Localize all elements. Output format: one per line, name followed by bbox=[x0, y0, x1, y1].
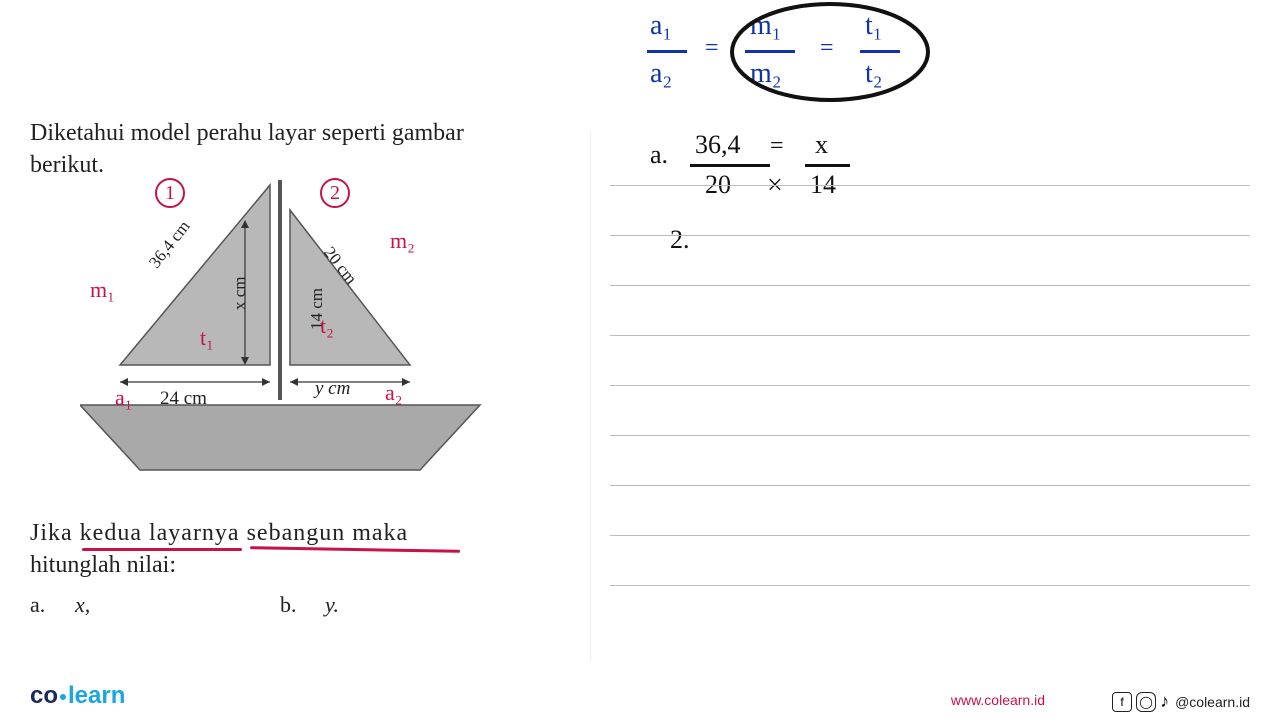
ruled-line bbox=[610, 185, 1250, 186]
underline-2 bbox=[250, 546, 460, 553]
tiktok-icon[interactable]: ♪ bbox=[1160, 691, 1169, 712]
step-a-num-right: x bbox=[815, 130, 828, 160]
ruled-line bbox=[610, 535, 1250, 536]
anno-a2: a₂ bbox=[385, 380, 402, 406]
step-a-fracbar-left bbox=[690, 164, 770, 167]
footer: colearn www.colearn.id f ◯ ♪ @colearn.id bbox=[0, 680, 1280, 720]
instagram-icon[interactable]: ◯ bbox=[1136, 692, 1156, 712]
anno-m1: m₁ bbox=[90, 277, 115, 303]
work-panel: a₁ a₂ = m₁ m₂ = t₁ t₂ a. 36,4 20 = x 14 … bbox=[600, 0, 1280, 720]
underline-1 bbox=[82, 548, 242, 551]
social-block: f ◯ ♪ @colearn.id bbox=[1112, 691, 1250, 712]
anno-a1: a₁ bbox=[115, 385, 132, 411]
opt-a-label: a. bbox=[30, 592, 45, 618]
step-a-num-left: 36,4 bbox=[695, 130, 741, 160]
step-a-cross: × bbox=[767, 170, 783, 202]
anno-t2: t₂ bbox=[320, 313, 334, 339]
anno-t1: t₁ bbox=[200, 325, 214, 351]
footer-handle[interactable]: @colearn.id bbox=[1175, 694, 1250, 710]
ruled-line bbox=[610, 585, 1250, 586]
panel-separator bbox=[590, 130, 591, 660]
problem-text-line1: Diketahui model perahu layar seperti gam… bbox=[30, 120, 464, 147]
anno-m2: m₂ bbox=[390, 228, 415, 254]
ratio-a2: a₂ bbox=[650, 58, 672, 90]
label-base1: 24 cm bbox=[160, 388, 207, 410]
facebook-icon[interactable]: f bbox=[1112, 692, 1132, 712]
question-line2: hitunglah nilai: bbox=[30, 552, 176, 579]
ruled-line bbox=[610, 235, 1250, 236]
brand-co: co bbox=[30, 682, 58, 709]
label-base2: y cm bbox=[315, 378, 350, 400]
brand-dot-icon bbox=[60, 694, 66, 700]
ruled-line bbox=[610, 435, 1250, 436]
ruled-line bbox=[610, 285, 1250, 286]
frac-bar-a bbox=[647, 50, 687, 53]
ruled-line bbox=[610, 335, 1250, 336]
opt-b-text: y. bbox=[325, 592, 339, 618]
ratio-circle-icon bbox=[725, 0, 935, 106]
footer-url[interactable]: www.colearn.id bbox=[951, 692, 1045, 708]
question-line1: Jika kedua layarnya sebangun maka bbox=[30, 520, 570, 547]
label-height1: x cm bbox=[230, 276, 250, 310]
ratio-equation: a₁ a₂ = m₁ m₂ = t₁ t₂ bbox=[650, 10, 1030, 100]
step-a-eq: = bbox=[770, 133, 784, 160]
ruled-line bbox=[610, 385, 1250, 386]
opt-a-text: x, bbox=[75, 592, 90, 618]
opt-b-label: b. bbox=[280, 592, 297, 618]
brand-learn: learn bbox=[68, 682, 125, 709]
step-a-label: a. bbox=[650, 140, 668, 170]
ratio-a1: a₁ bbox=[650, 10, 672, 42]
ruled-line bbox=[610, 485, 1250, 486]
ratio-eq1: = bbox=[705, 35, 719, 62]
brand-logo: colearn bbox=[30, 682, 125, 710]
problem-panel: Diketahui model perahu layar seperti gam… bbox=[0, 0, 600, 720]
boat-diagram bbox=[80, 170, 500, 500]
step-a-fracbar-right bbox=[805, 164, 850, 167]
step-2: 2. bbox=[670, 225, 690, 255]
